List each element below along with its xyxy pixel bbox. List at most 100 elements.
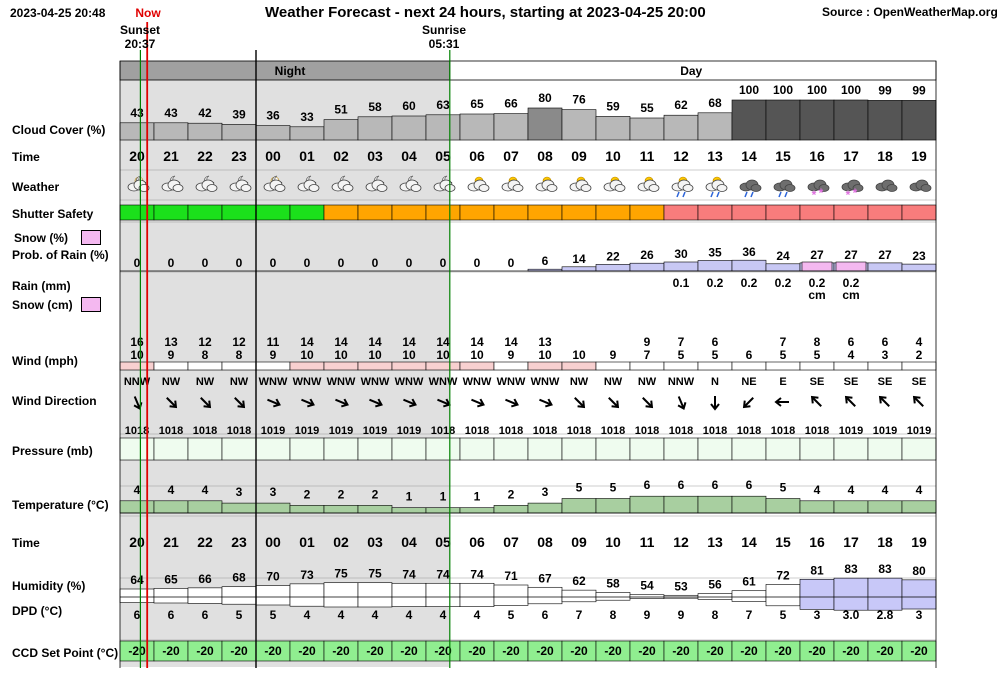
arrow-head [203,400,212,409]
wind-gust-value: 14 [368,335,382,349]
pressure-cell [595,437,631,461]
hour-label: 18 [877,148,893,164]
wind-speed-value: 2 [916,348,923,362]
pressure-value: 1018 [431,425,455,437]
humidity-value: 74 [436,567,450,581]
humidity-value: 74 [470,567,484,581]
hour-label: 15 [775,148,791,164]
cloud-shape [637,179,660,192]
hour-label: 02 [333,148,349,164]
label-snow-pct: Snow (%) [14,231,68,245]
hour-label-2: 07 [503,534,519,550]
dpd-value: 9 [644,608,651,622]
wind-gust-value: 13 [538,335,552,349]
pressure-cell [357,437,393,461]
hour-label: 00 [265,148,281,164]
humidity-bar [561,589,597,603]
rain-drop [716,191,720,198]
arrow-head [477,398,485,408]
pressure-value: 1019 [363,425,387,437]
shutter-cell [119,204,155,221]
cloud-value: 100 [807,83,827,97]
cloud-bar [765,99,801,141]
rain-prob-value: 23 [912,249,926,263]
pressure-value: 1018 [193,425,217,437]
pressure-value: 1019 [397,425,421,437]
label-time: Time [12,150,40,164]
wind-bar [901,361,937,371]
shutter-cell [357,204,393,221]
label-wind: Wind (mph) [12,354,78,368]
shutter-cell [833,204,869,221]
humidity-value: 56 [708,578,722,592]
cloud-shape [739,179,762,192]
wind-speed-value: 5 [780,348,787,362]
snow-prob-bar [835,261,867,272]
cloud-shape [671,179,694,192]
wind-speed-value: 5 [678,348,685,362]
ccd-value: -20 [400,644,418,658]
label-weather: Weather [12,180,60,194]
arrow-shaft [677,396,685,408]
snow-icon [807,179,830,192]
snow-amount: cm [842,288,859,302]
shutter-cell [255,204,291,221]
cloud-value: 62 [674,98,688,112]
humidity-value: 64 [130,573,144,587]
wind-gust-value: 6 [848,335,855,349]
snow-flake: * [812,188,817,202]
shutter-cell [663,204,699,221]
wind-gust-value: 12 [232,335,246,349]
label-ccd-set-point: CCD Set Point (°C) [12,646,119,660]
cloud-bar [663,114,699,141]
wind-gust-value: 14 [300,335,314,349]
cloud-shape [841,179,864,192]
rain-icon [739,179,762,198]
cloud-puff [614,184,626,192]
cloud-bar [799,99,835,141]
arrow-shaft [574,397,584,407]
wind-direction-label: NW [570,376,589,388]
pressure-value: 1018 [227,425,251,437]
cloud-value: 65 [470,97,484,111]
dpd-value: 7 [576,608,583,622]
humidity-bar [289,583,325,607]
hour-label: 05 [435,148,451,164]
humidity-bar [323,582,359,608]
humidity-value: 83 [844,562,858,576]
cloud-puff [648,184,660,192]
hour-label-2: 00 [265,534,281,550]
wind-direction-label: NNW [668,376,695,388]
temperature-value: 4 [848,483,855,497]
hour-label-2: 04 [401,534,417,550]
chart-title: Weather Forecast - next 24 hours, starti… [265,4,706,21]
humidity-bar [153,588,189,604]
arrow-head [611,400,620,409]
cloud-shape [297,179,320,192]
cloud-bar [323,119,359,141]
pressure-value: 1018 [703,425,727,437]
arrow-shaft [335,398,347,406]
cloud-value: 33 [300,110,314,124]
temperature-bar [697,495,733,514]
wind-gust-value: 14 [334,335,348,349]
hour-label: 07 [503,148,519,164]
partly-cloudy-day-icon [637,176,660,192]
wind-direction-label: WNW [429,376,458,388]
rain-amount: 0.2 [809,276,826,290]
humidity-bar [901,579,937,610]
ccd-value: -20 [196,644,214,658]
temperature-value: 6 [746,478,753,492]
wind-gust-value: 7 [678,335,685,349]
humidity-value: 58 [606,576,620,590]
wind-direction-label: NW [604,376,623,388]
cloudy-night-icon [229,175,252,192]
wind-speed-value: 10 [572,348,586,362]
humidity-value: 67 [538,571,552,585]
snow-flake: * [819,186,824,200]
wind-speed-value: 5 [814,348,821,362]
arrow-head [577,400,586,409]
shutter-cell [731,204,767,221]
temperature-value: 1 [406,490,413,504]
cloud-value: 80 [538,91,552,105]
